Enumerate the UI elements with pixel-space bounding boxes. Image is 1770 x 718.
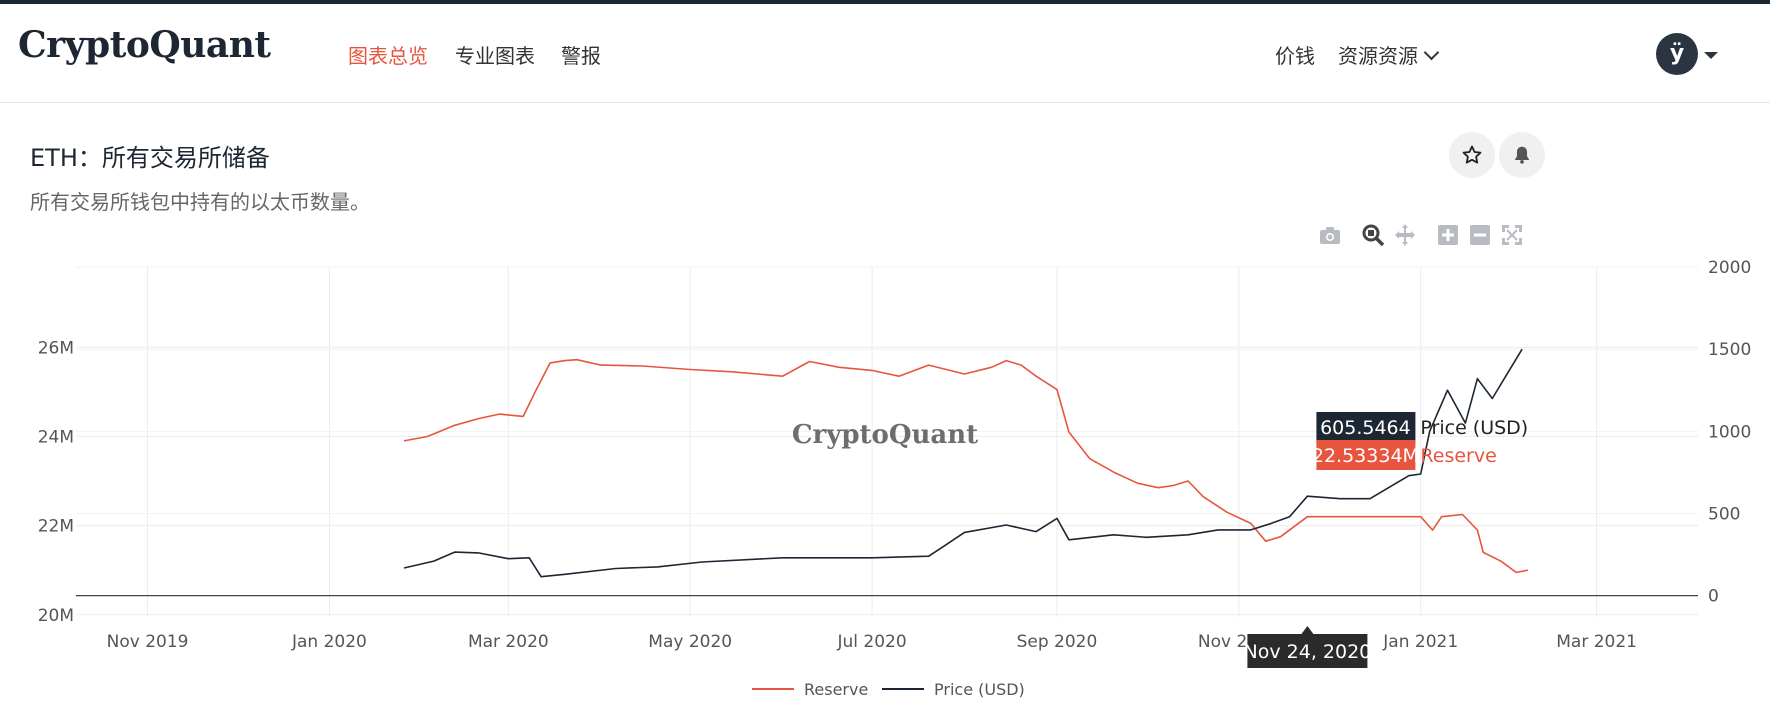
hover-reserve-name: Reserve [1420,445,1496,467]
hover-price-name: Price (USD) [1420,417,1528,439]
x-tick-label: Mar 2020 [468,632,549,652]
legend-reserve-label[interactable]: Reserve [804,680,868,699]
hover-price-box [1316,412,1416,442]
star-icon [1462,145,1482,164]
reserve-series-line[interactable] [403,358,1529,574]
caret-down-icon[interactable] [1704,52,1718,59]
pan-icon[interactable] [1392,222,1418,248]
x-tick-label: May 2020 [648,632,732,652]
alert-button[interactable] [1499,132,1545,178]
zoom-icon[interactable] [1360,222,1386,248]
nav-pro-charts[interactable]: 专业图表 [455,44,535,68]
hover-date-box [1247,634,1368,668]
nav-resources-dropdown[interactable]: 资源资源 [1338,40,1440,69]
y-right-tick-label: 0 [1708,587,1719,607]
nav-resources-label: 资源资源 [1338,44,1418,68]
y-left-tick-label: 26M [38,338,74,358]
top-nav-bar: CryptoQuant 图表总览 专业图表 警报 价钱 资源资源 ÿ [0,4,1770,103]
y-left-tick-label: 20M [38,606,74,626]
y-right-tick-label: 500 [1708,504,1740,524]
hover-date-label: Nov 24, 2020 [1244,641,1372,663]
page-title: ETH：所有交易所储备 [30,144,270,172]
x-tick-label: Mar 2021 [1556,632,1637,652]
zoom-in-icon[interactable] [1435,222,1461,248]
autoscale-icon[interactable] [1499,222,1525,248]
hover-reserve-box [1316,440,1416,470]
x-tick-label: Nov 2019 [107,632,189,652]
y-right-tick-label: 1500 [1708,340,1751,360]
chevron-down-icon [1423,44,1440,61]
nav-chart-overview[interactable]: 图表总览 [348,44,428,68]
brand-logo[interactable]: CryptoQuant [18,24,271,66]
hover-x-pointer [1301,626,1314,634]
y-right-tick-label: 2000 [1708,258,1751,278]
x-tick-label: Sep 2020 [1017,632,1098,652]
favorite-button[interactable] [1449,132,1495,178]
x-tick-label: Jan 2020 [291,632,367,652]
nav-alerts[interactable]: 警报 [561,44,601,68]
chart-watermark: CryptoQuant [792,420,978,450]
bell-icon [1515,146,1529,164]
hover-reserve-value: 22.53334M [1312,445,1419,467]
y-right-tick-label: 1000 [1708,422,1751,442]
price-series-line[interactable] [403,348,1523,578]
reserve-price-chart[interactable]: Nov 2019 Jan 2020 Mar 2020 May 2020 Jul 2020… [0,240,1770,718]
camera-icon[interactable] [1317,222,1343,248]
page-subtitle: 所有交易所钱包中持有的以太币数量。 [30,190,370,214]
avatar[interactable]: ÿ [1656,33,1698,75]
top-accent-line [0,0,1770,4]
legend-price-label[interactable]: Price (USD) [934,680,1025,699]
nav-pricing[interactable]: 价钱 [1275,44,1315,68]
x-tick-label: Jul 2020 [836,632,906,652]
hover-price-value: 605.5464 [1320,417,1411,439]
y-left-tick-label: 24M [38,427,74,447]
y-left-tick-label: 22M [38,517,74,537]
x-tick-label: Jan 2021 [1382,632,1458,652]
zoom-out-icon[interactable] [1467,222,1493,248]
